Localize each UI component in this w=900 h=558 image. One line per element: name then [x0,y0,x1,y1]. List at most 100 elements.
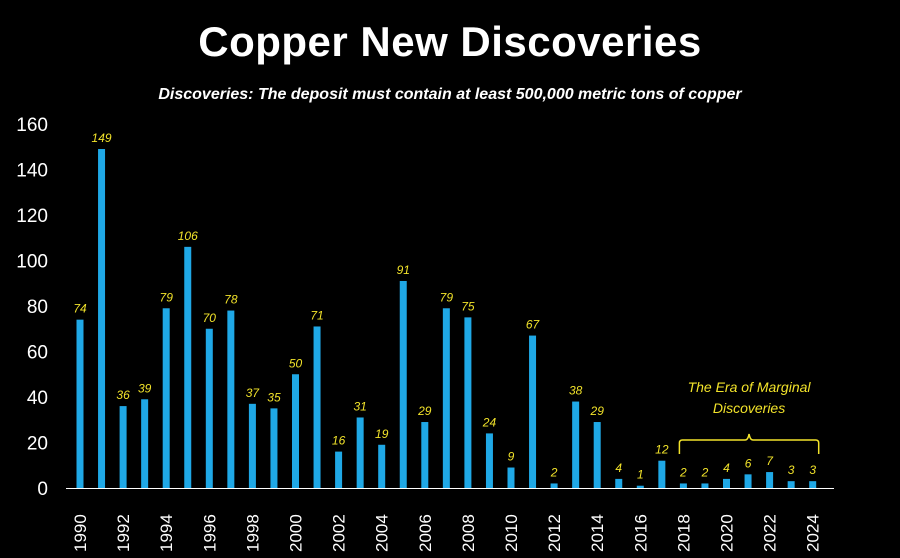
bar-2024 [809,481,817,488]
data-label: 71 [310,308,323,322]
x-tick-label: 2012 [545,514,564,552]
bar-2008 [464,317,472,488]
bar-1990 [76,319,84,488]
data-label: 9 [508,450,515,464]
data-label: 31 [353,399,366,413]
bar-2013 [572,401,580,488]
data-label: 38 [569,384,583,398]
y-tick-label: 120 [16,206,48,227]
bar-1995 [184,246,192,488]
data-label: 2 [550,465,558,479]
bar-1998 [248,403,256,488]
bar-2012 [550,483,558,488]
bar-2017 [658,460,666,488]
bar-1997 [227,310,235,488]
data-label: 50 [289,356,303,370]
data-label: 3 [788,463,795,477]
x-tick-label: 2008 [459,514,478,552]
bar-2006 [421,422,429,488]
x-tick-label: 2018 [674,514,693,552]
annotation: The Era of Marginal Discoveries [678,379,820,454]
data-label: 74 [73,302,87,316]
y-tick-label: 0 [37,479,48,500]
x-tick-label: 2022 [761,514,780,552]
x-tick-label: 2000 [287,514,306,552]
bar-2001 [313,326,321,488]
data-label: 70 [203,311,217,325]
y-tick-label: 60 [27,343,48,364]
x-axis: 1990 1992 1994 1996 1998 2000 2002 2004 2006 2008… [66,488,834,552]
data-label: 24 [482,415,497,429]
x-tick-label: 2004 [373,514,392,552]
x-tick-label: 2016 [631,514,650,552]
data-label: 67 [526,318,541,332]
data-label: 2 [701,465,709,479]
bar-1994 [162,308,170,488]
data-label: 29 [590,404,605,418]
y-tick-label: 100 [16,252,48,273]
bar-1992 [119,406,127,488]
y-tick-label: 140 [16,161,48,182]
data-label: 37 [246,386,261,400]
bar-2007 [442,308,450,488]
data-label: 4 [615,461,622,475]
x-tick-label: 1998 [243,514,262,552]
bar-2022 [766,472,774,488]
bar-2018 [679,483,687,488]
annotation-text: The Era of Marginal [688,379,812,395]
data-label: 36 [116,388,130,402]
bar-2023 [787,481,795,488]
data-label: 35 [267,390,281,404]
bar-2005 [399,280,407,488]
data-label: 16 [332,434,346,448]
data-label: 79 [440,290,454,304]
bar-1993 [141,399,149,488]
bar-2020 [723,478,730,488]
data-label: 19 [375,427,389,441]
bars [76,149,817,488]
bar-2010 [507,467,515,488]
y-tick-label: 80 [27,297,48,318]
data-label: 29 [417,404,432,418]
chart-subtitle: Discoveries: The deposit must contain at… [158,86,742,103]
y-tick-label: 40 [27,388,48,409]
x-tick-label: 2006 [416,514,435,552]
bar-2015 [615,478,623,488]
bar-2004 [378,444,386,488]
x-tick-label: 2014 [588,514,607,552]
annotation-brace [678,433,820,454]
bar-2002 [335,451,343,488]
annotation-text: Discoveries [713,400,785,416]
bar-2021 [744,474,752,488]
data-label: 39 [138,381,152,395]
bar-1991 [98,149,106,488]
bar-1996 [205,328,213,488]
data-label: 149 [92,131,112,145]
data-label: 6 [745,456,752,470]
bar-2009 [485,433,493,488]
bar-2016 [636,485,644,488]
bar-2014 [593,422,601,488]
y-tick-label: 160 [16,115,48,136]
x-tick-label: 1990 [71,514,90,552]
x-tick-label: 1996 [200,514,219,552]
data-label: 7 [766,454,774,468]
chart-title: Copper New Discoveries [198,18,702,65]
bar-2011 [529,335,537,488]
x-tick-label: 2010 [502,514,521,552]
y-tick-label: 20 [27,434,48,455]
data-label: 106 [178,229,198,243]
data-label: 1 [637,468,644,482]
x-tick-label: 1992 [114,514,133,552]
data-label: 3 [809,463,816,477]
data-label: 2 [679,465,687,479]
bar-2000 [292,374,299,488]
x-tick-label: 2002 [330,514,349,552]
x-tick-label: 2024 [804,514,823,552]
data-label: 12 [655,443,669,457]
data-label: 91 [397,263,410,277]
x-tick-label: 1994 [157,514,176,552]
data-label: 4 [723,461,730,475]
